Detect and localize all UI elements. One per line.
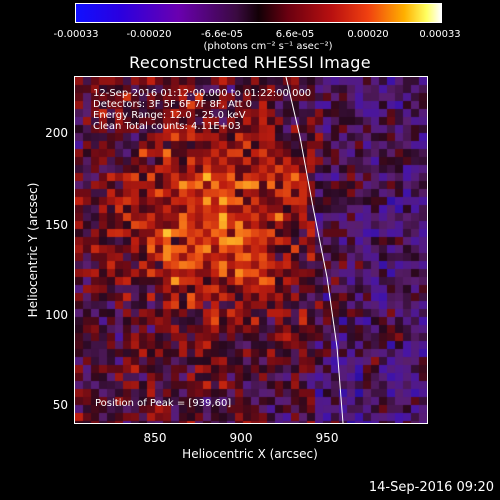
energy-range-text: Energy Range: 12.0 - 25.0 keV	[93, 110, 246, 121]
colorbar	[75, 3, 442, 23]
peak-position-text: Position of Peak = [939,60]	[95, 398, 232, 409]
colorbar-tick: 0.00033	[419, 29, 461, 40]
clean-counts-text: Clean Total counts: 4.11E+03	[93, 121, 241, 132]
y-axis-label: Heliocentric Y (arcsec)	[26, 182, 40, 318]
colorbar-unit-label: (photons cm⁻² s⁻¹ asec⁻²)	[203, 41, 333, 52]
image-plot: 12-Sep-2016 01:12:00.000 to 01:22:00.000…	[74, 76, 428, 424]
y-tick-label: 50	[52, 398, 68, 412]
colorbar-tick: -6.6e-05	[201, 29, 243, 40]
colorbar-tick: 6.6e-05	[275, 29, 315, 40]
footer-date: 14-Sep-2016 09:20	[368, 480, 494, 495]
time-range-text: 12-Sep-2016 01:12:00.000 to 01:22:00.000	[93, 88, 312, 99]
y-tick-label: 150	[45, 218, 68, 232]
x-axis-label: Heliocentric X (arcsec)	[182, 447, 318, 461]
colorbar-tick: 0.00020	[347, 29, 389, 40]
colorbar-tick: -0.00033	[53, 29, 99, 40]
y-tick-label: 100	[45, 308, 68, 322]
plot-title: Reconstructed RHESSI Image	[129, 53, 371, 72]
x-tick-label: 950	[315, 431, 339, 445]
y-tick-label: 200	[45, 126, 68, 140]
x-tick-label: 900	[229, 431, 253, 445]
detectors-text: Detectors: 3F 5F 6F 7F 8F, Att 0	[93, 99, 253, 110]
rhessi-image	[75, 77, 427, 423]
solar-limb-line	[285, 77, 344, 423]
colorbar-tick: -0.00020	[126, 29, 172, 40]
x-tick-label: 850	[143, 431, 167, 445]
